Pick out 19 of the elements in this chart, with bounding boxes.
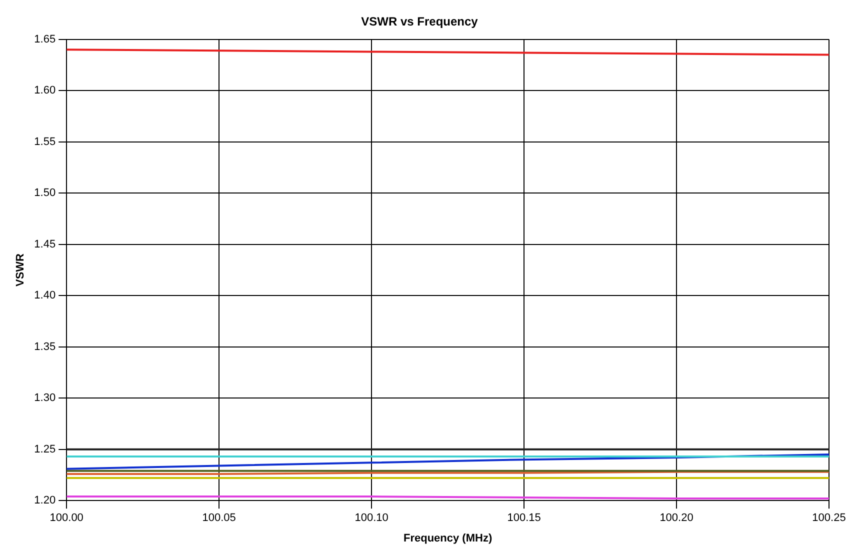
y-tick-label: 1.35 bbox=[34, 340, 56, 353]
x-tick-label: 100.20 bbox=[660, 512, 694, 524]
x-tick-label: 100.05 bbox=[202, 512, 236, 524]
y-tick-label: 1.40 bbox=[34, 290, 56, 302]
y-tick-label: 1.25 bbox=[34, 443, 56, 456]
y-axis-title: VSWR bbox=[14, 253, 27, 286]
y-tick-label: 1.65 bbox=[34, 33, 56, 46]
y-tick-label: 1.45 bbox=[34, 238, 56, 250]
y-tick-label: 1.55 bbox=[34, 136, 56, 148]
y-tick-label: 1.60 bbox=[34, 84, 56, 97]
y-tick-label: 1.20 bbox=[34, 494, 56, 507]
y-tick-label: 1.30 bbox=[34, 392, 56, 404]
y-tick-label: 1.50 bbox=[34, 187, 56, 200]
x-tick-label: 100.00 bbox=[50, 512, 84, 524]
x-tick-label: 100.10 bbox=[354, 512, 388, 524]
chart-title: VSWR vs Frequency bbox=[361, 14, 478, 29]
x-axis-title: Frequency (MHz) bbox=[403, 532, 492, 544]
x-tick-label: 100.25 bbox=[812, 512, 846, 524]
x-tick-label: 100.15 bbox=[507, 512, 541, 524]
